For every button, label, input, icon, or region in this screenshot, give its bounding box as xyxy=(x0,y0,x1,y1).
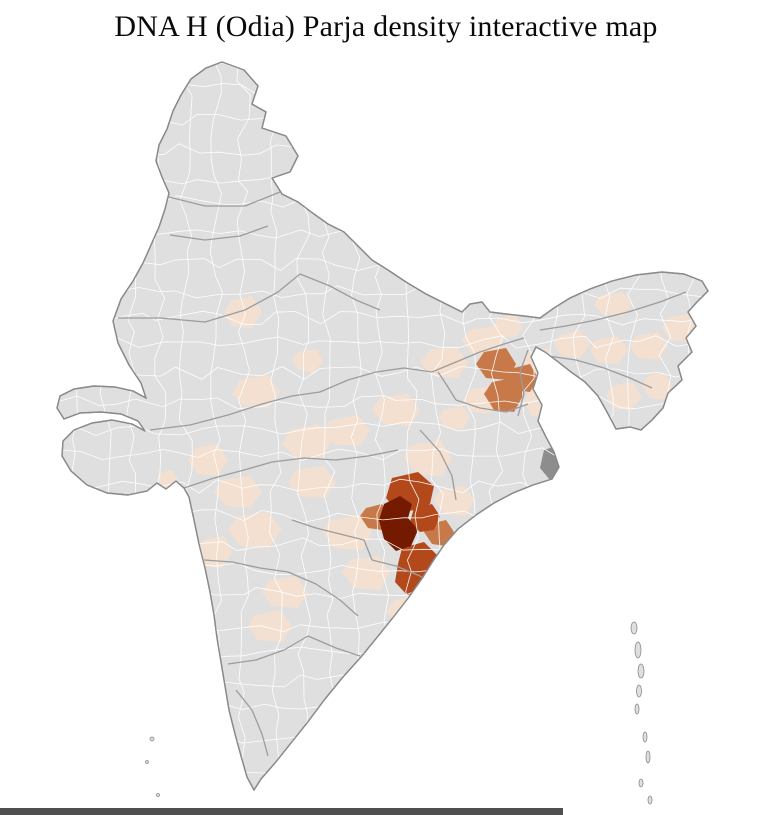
india-outline xyxy=(56,61,709,791)
district-cluster-mid-density[interactable] xyxy=(360,348,538,546)
district-cluster-low-density[interactable] xyxy=(158,292,696,642)
bottom-bar[interactable] xyxy=(0,808,563,815)
page-title: DNA H (Odia) Parja density interactive m… xyxy=(114,10,658,43)
district-cluster-max-density[interactable] xyxy=(379,496,418,551)
lakshadweep-islands[interactable] xyxy=(145,736,160,797)
state-borders xyxy=(118,191,687,757)
andaman-nicobar-islands[interactable] xyxy=(630,621,653,805)
